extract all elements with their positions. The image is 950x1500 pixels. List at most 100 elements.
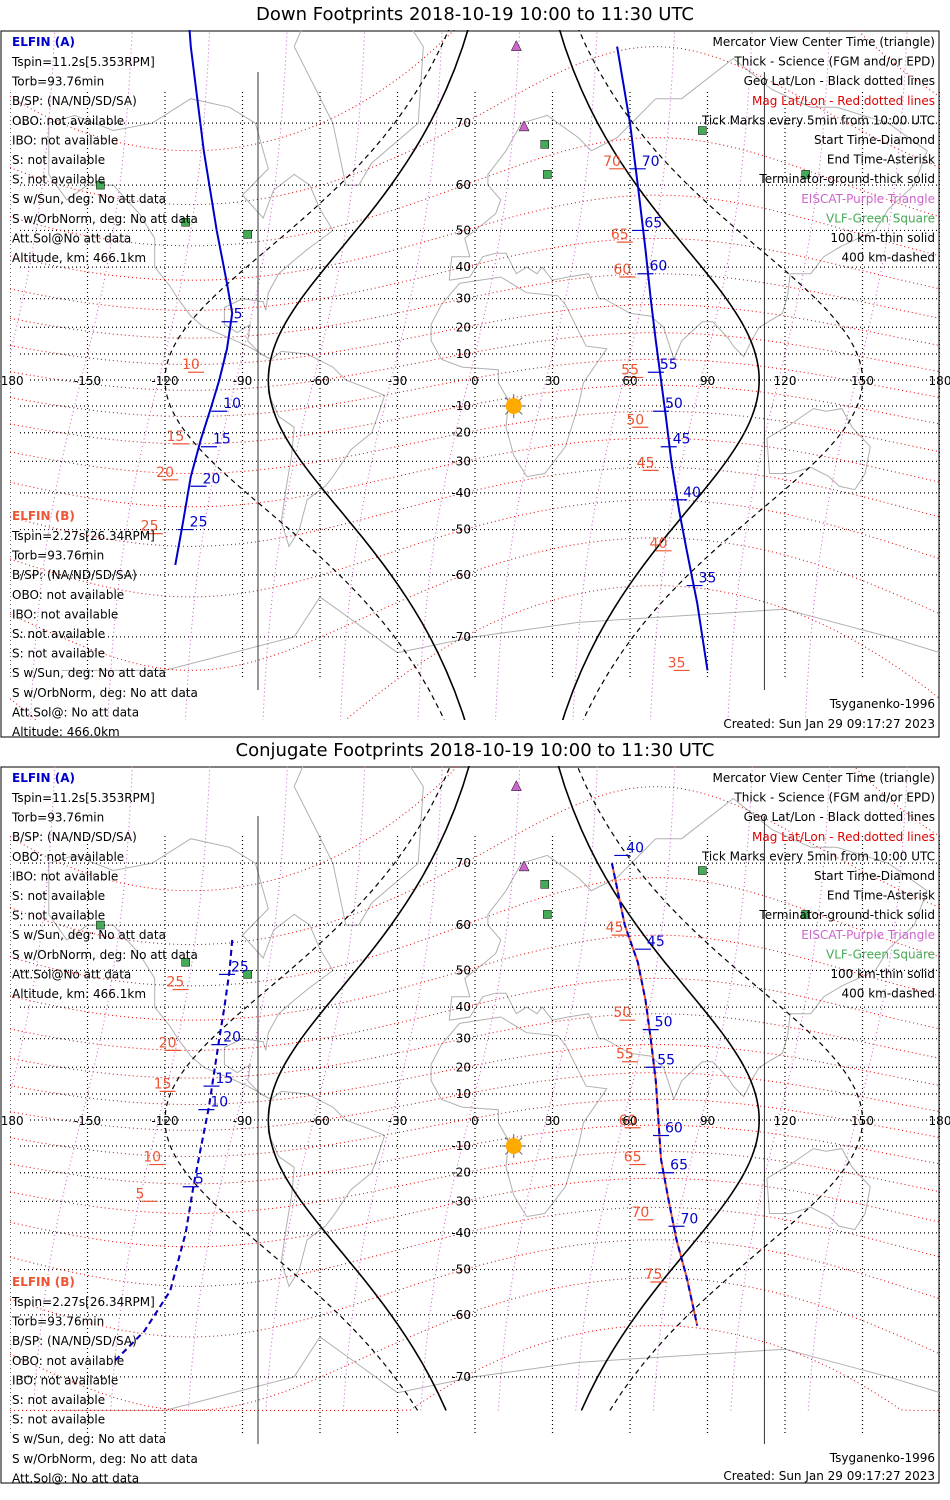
- lat-axis-label: 30: [456, 292, 471, 306]
- elfin-b-tick-label: 60: [619, 1113, 637, 1129]
- vlf-site-square: [698, 866, 707, 875]
- elfin-a-info-line: Tspin=11.2s[5.353RPM]: [11, 791, 155, 805]
- elfin-b-info-line: S w/Sun, deg: No att data: [12, 1432, 166, 1446]
- coastline: [448, 797, 928, 1101]
- coastline: [766, 408, 871, 491]
- elfin-b-label: ELFIN (B): [12, 1275, 75, 1289]
- elfin-a-tick-label: 60: [665, 1121, 683, 1137]
- elfin-b-tick-label: 40: [650, 536, 668, 552]
- vlf-site-square: [243, 230, 252, 239]
- elfin-a-tick-label: 5: [195, 1172, 204, 1188]
- coastline: [48, 98, 334, 360]
- legend-entry: Start Time-Diamond: [814, 869, 935, 883]
- mag-lat-line: [10, 410, 940, 475]
- mag-lat-line: [10, 1072, 940, 1131]
- elfin-a-info-line: Att.Sol@No att data: [12, 967, 131, 981]
- lat-axis-label: 60: [456, 178, 471, 192]
- elfin-b-info-line: S w/OrbNorm, deg: No att data: [12, 686, 198, 700]
- mag-lat-line: [10, 877, 940, 987]
- legend-entry: 400 km-dashed: [841, 251, 935, 265]
- vlf-site-square: [243, 970, 252, 979]
- eiscat-site-triangle: [510, 780, 522, 791]
- vlf-site-square: [96, 920, 105, 930]
- elfin-b-info-line: S: not available: [12, 627, 105, 641]
- terminator-400km-line: [578, 30, 864, 720]
- elfin-a-tick-label: 25: [231, 959, 249, 975]
- lon-axis-label: 30: [545, 1114, 560, 1128]
- elfin-a-tick-label: 25: [190, 515, 208, 531]
- elfin-a-tick-label: 40: [626, 840, 644, 856]
- panel-frame: [0, 766, 940, 1484]
- mag-lat-line: [10, 1098, 940, 1158]
- lon-axis-label: -180: [0, 374, 24, 388]
- lat-axis-label: -60: [451, 1308, 471, 1322]
- elfin-a-info-line: S: not available: [12, 153, 105, 167]
- elfin-b-info-line: Torb=93.76min: [11, 549, 104, 563]
- lon-axis-label: -90: [233, 374, 253, 388]
- mag-lon-line: [727, 30, 831, 720]
- elfin-a-info-line: IBO: not available: [12, 133, 118, 147]
- elfin-b-label: ELFIN (B): [12, 509, 75, 523]
- elfin-b-info-line: S w/OrbNorm, deg: No att data: [12, 1452, 198, 1466]
- legend-entry: Terminator-ground-thick solid: [758, 908, 935, 922]
- mag-lat-line: [10, 977, 940, 1051]
- elfin-b-tick-label: 10: [143, 1150, 161, 1166]
- created-label: Created: Sun Jan 29 09:17:27 2023: [723, 1469, 935, 1483]
- elfin-a-info-line: B/SP: (NA/ND/SD/SA): [12, 830, 137, 844]
- lon-axis-label: 120: [774, 374, 797, 388]
- vlf-site-square: [181, 957, 190, 967]
- lon-axis-label: -120: [151, 374, 178, 388]
- elfin-b-info-line: Tspin=2.27s[26.34RPM]: [11, 1295, 155, 1309]
- elfin-b-info-line: S: not available: [12, 1413, 105, 1427]
- coastline: [267, 1090, 386, 1288]
- coastline: [448, 57, 928, 361]
- lon-axis-label: -30: [388, 1114, 408, 1128]
- elfin-a-tick-label: 10: [223, 396, 241, 412]
- elfin-b-info-line: Tspin=2.27s[26.34RPM]: [11, 529, 155, 543]
- lat-axis-label: -20: [451, 1166, 471, 1180]
- elfin-a-tick-label: 35: [699, 571, 717, 587]
- lat-axis-label: -40: [451, 1226, 471, 1240]
- elfin-b-tick-label: 45: [637, 455, 655, 471]
- lon-axis-label: -60: [310, 374, 330, 388]
- elfin-b-tick-label: 55: [621, 362, 639, 378]
- lat-axis-label: 10: [456, 1087, 471, 1101]
- mag-lat-line: [10, 237, 940, 311]
- elfin-a-info-line: Altitude, km: 466.1km: [12, 987, 146, 1001]
- legend-entry: VLF-Green Square: [826, 211, 935, 225]
- vlf-site-square: [540, 880, 549, 889]
- map-layer: 25 20 15 10 5 40 45 50 55 60 65 70 25 20 15 10 5 45 50 55 60…: [10, 766, 940, 1444]
- elfin-a-track: [174, 30, 234, 566]
- elfin-a-info-line: S: not available: [12, 173, 105, 187]
- coastline: [48, 838, 334, 1100]
- lon-axis-label: 0: [471, 374, 479, 388]
- elfin-a-info-line: S: not available: [12, 889, 105, 903]
- elfin-b-tick-label: 75: [644, 1267, 662, 1283]
- eiscat-site-triangle: [518, 120, 530, 132]
- elfin-b-info-line: Att.Sol@: No att data: [12, 1471, 139, 1485]
- elfin-a-tick-label: 45: [673, 432, 691, 448]
- legend-entry: Mag Lat/Lon - Red dotted lines: [752, 94, 935, 108]
- elfin-a-info-line: Att.Sol@No att data: [12, 231, 131, 245]
- vlf-site-square: [181, 217, 190, 227]
- terminator-400km-line: [576, 766, 864, 1411]
- legend-entry: 100 km-thin solid: [830, 231, 935, 245]
- conjugate-footprints-map: 25 20 15 10 5 40 45 50 55 60 65 70 25 20 15 10 5 45 50 55 60…: [0, 766, 950, 1485]
- lon-axis-label: 150: [851, 374, 874, 388]
- elfin-b-info-line: Torb=93.76min: [11, 1315, 104, 1329]
- lon-axis-label: -150: [74, 1114, 101, 1128]
- legend-entry: Tick Marks every 5min from 10:00 UTC: [701, 113, 935, 127]
- elfin-b-tick-label: 10: [182, 357, 200, 373]
- lon-axis-label: 120: [774, 1114, 797, 1128]
- lat-axis-label: 50: [456, 223, 471, 237]
- elfin-a-info-line: S w/Sun, deg: No att data: [12, 928, 166, 942]
- mag-lon-line: [10, 30, 56, 357]
- elfin-b-tick-label: 15: [167, 429, 185, 445]
- mag-lat-line: [10, 786, 940, 946]
- legend-entry: Mag Lat/Lon - Red dotted lines: [752, 830, 935, 844]
- elfin-b-tick-label: 55: [616, 1047, 634, 1063]
- elfin-a-info-line: B/SP: (NA/ND/SD/SA): [12, 94, 137, 108]
- elfin-a-tick-label: 45: [647, 934, 665, 950]
- down-footprints-map: 8551015202570656055504540358510152025757…: [0, 30, 950, 738]
- elfin-a-info-line: Torb=93.76min: [11, 811, 104, 825]
